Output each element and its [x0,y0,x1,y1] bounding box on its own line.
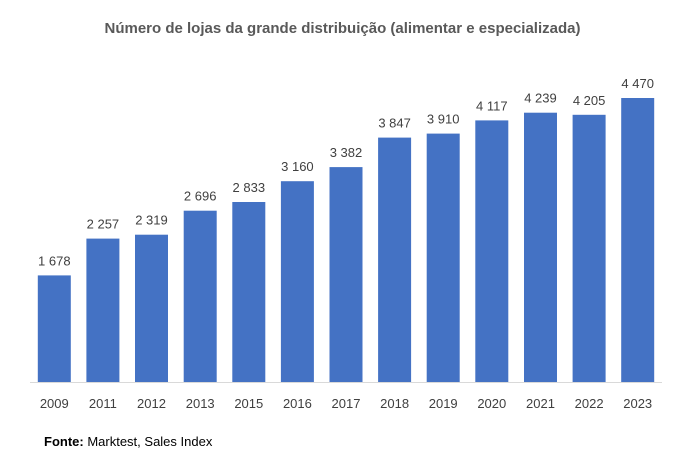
bar-2016 [280,181,314,382]
bar-2011 [86,238,120,382]
bar-2015 [232,202,266,382]
value-label-2018: 3 847 [378,116,411,131]
bar-2017 [329,167,363,382]
x-tick-label-2009: 2009 [40,396,69,411]
chart-title: Número de lojas da grande distribuição (… [104,20,581,37]
value-label-2017: 3 382 [330,145,363,160]
value-label-2023: 4 470 [621,76,654,91]
bars-group [37,98,655,383]
source-label: Fonte: [44,434,84,449]
source-text: Marktest, Sales Index [83,434,213,449]
bar-2021 [524,112,557,382]
value-label-2021: 4 239 [524,91,557,106]
bar-2009 [37,275,71,382]
x-tick-label-2021: 2021 [526,396,555,411]
value-label-2012: 2 319 [135,213,168,228]
value-label-2013: 2 696 [184,189,217,204]
bar-2022 [572,114,606,383]
x-tick-label-2019: 2019 [429,396,458,411]
value-label-2015: 2 833 [233,180,266,195]
value-label-2019: 3 910 [427,112,460,127]
x-tick-label-2011: 2011 [89,396,117,411]
bar-2012 [135,234,168,382]
source-note: Fonte: Marktest, Sales Index [44,434,212,449]
bar-2023 [621,98,655,382]
value-labels-group: 1 678 2 257 2 319 2 696 2 833 3 160 3 382 3 847… [38,76,654,268]
bar-2020 [475,120,509,383]
x-tick-label-2018: 2018 [380,396,409,411]
value-label-2016: 3 160 [281,159,314,174]
x-tick-label-2023: 2023 [623,396,652,411]
value-label-2009: 1 678 [38,253,71,268]
x-tick-label-2012: 2012 [137,396,166,411]
bar-2013 [183,210,217,382]
x-tick-label-2015: 2015 [234,396,263,411]
value-label-2020: 4 117 [476,98,508,113]
x-tick-labels-group: 2009 2011 2012 2013 2015 2016 2017 2018 2019 2020… [40,396,652,411]
x-tick-label-2020: 2020 [477,396,506,411]
x-tick-label-2016: 2016 [283,396,312,411]
value-label-2011: 2 257 [87,217,120,232]
bar-2018 [378,137,412,382]
x-tick-label-2017: 2017 [332,396,361,411]
x-tick-label-2013: 2013 [186,396,215,411]
value-label-2022: 4 205 [573,93,606,108]
x-tick-label-2022: 2022 [575,396,604,411]
bar-2019 [426,133,460,382]
